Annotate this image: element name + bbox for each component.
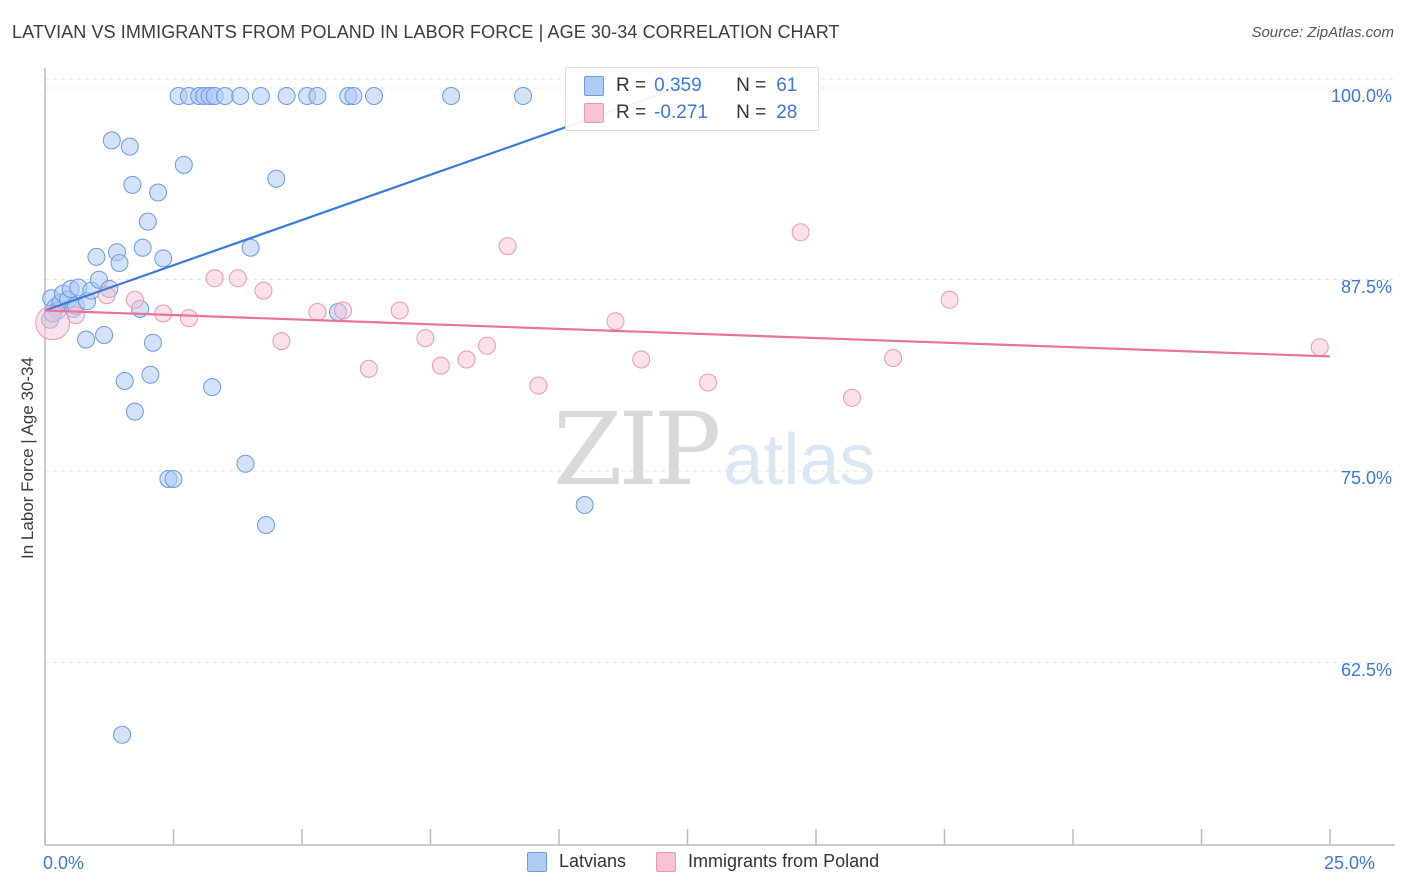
- poland-point: [606, 312, 625, 331]
- latvians-point: [123, 175, 142, 194]
- legend-r-label: R =: [616, 102, 647, 123]
- latvians-point: [203, 378, 222, 397]
- legend-n-value-poland: 28: [776, 102, 798, 123]
- poland-trend-line: [44, 309, 1331, 358]
- latvians-point: [174, 155, 193, 174]
- latvians-point: [344, 87, 363, 105]
- poland-point: [359, 359, 378, 378]
- legend-swatch-poland: [584, 103, 604, 123]
- poland-point: [791, 223, 810, 242]
- poland-point: [843, 388, 861, 407]
- latvians-point: [575, 496, 594, 514]
- legend-item-swatch-poland: [656, 851, 677, 872]
- latvians-point: [113, 725, 132, 744]
- poland-point: [529, 376, 548, 395]
- poland-point: [498, 237, 517, 256]
- latvians-point: [257, 516, 275, 534]
- poland-point: [390, 301, 409, 320]
- poland-point: [940, 290, 959, 309]
- y-tick-label-62-5: 62.5%: [1340, 660, 1392, 680]
- poland-point: [205, 269, 224, 288]
- latvians-point: [77, 330, 96, 349]
- watermark-atlas: atlas: [723, 420, 876, 500]
- poland-point: [125, 290, 144, 309]
- poland-point: [1310, 338, 1329, 357]
- y-tick-label-75: 75.0%: [1340, 468, 1392, 488]
- latvians-point: [143, 333, 162, 352]
- x-tick-label-min: 0.0%: [43, 853, 85, 873]
- legend-n-label: N =: [736, 102, 767, 123]
- poland-point: [334, 301, 353, 320]
- latvians-point: [120, 137, 139, 156]
- x-tick-label-max: 25.0%: [1324, 853, 1376, 873]
- legend-item-poland[interactable]: Immigrants from Poland: [656, 851, 879, 872]
- legend-item-latvians[interactable]: Latvians: [527, 851, 626, 872]
- latvians-point: [442, 87, 461, 105]
- poland-point: [35, 305, 71, 341]
- poland-point: [308, 303, 327, 321]
- poland-point: [457, 350, 476, 369]
- latvians-point: [241, 238, 260, 257]
- latvians-point: [141, 365, 160, 384]
- legend-r-value-latvians: 0.359: [654, 75, 702, 96]
- poland-point: [632, 350, 651, 369]
- source-label: Source: ZipAtlas.com: [1251, 24, 1394, 41]
- latvians-point: [164, 470, 183, 488]
- legend-item-label-latvians: Latvians: [559, 851, 627, 871]
- legend-r-label: R =: [616, 75, 647, 96]
- y-tick-label-100: 100.0%: [1330, 86, 1392, 106]
- legend-item-label-poland: Immigrants from Poland: [688, 851, 880, 871]
- latvians-point: [277, 87, 296, 105]
- poland-point: [179, 309, 198, 328]
- stats-legend: R = 0.359 N = 61 R = -0.271 N = 28: [565, 67, 819, 131]
- latvians-point: [95, 326, 114, 344]
- y-tick-label-87-5: 87.5%: [1340, 277, 1392, 297]
- y-axis-title: In Labor Force | Age 30-34: [18, 357, 37, 559]
- poland-point: [254, 281, 273, 300]
- legend-n-label: N =: [736, 75, 767, 96]
- poland-point: [66, 306, 85, 325]
- latvians-point: [236, 454, 255, 473]
- poland-point: [699, 373, 718, 392]
- latvians-point: [133, 238, 152, 257]
- latvians-point: [215, 87, 234, 105]
- poland-point: [884, 349, 903, 367]
- legend-r-value-poland: -0.271: [654, 102, 708, 123]
- legend-item-swatch-latvians: [527, 851, 547, 872]
- legend-swatch-latvians: [584, 76, 604, 96]
- latvians-point: [102, 131, 121, 150]
- latvians-point: [115, 372, 134, 390]
- poland-point: [416, 329, 435, 348]
- watermark-zip: ZIP: [553, 391, 721, 508]
- latvians-point: [514, 87, 532, 105]
- latvians-point: [110, 254, 129, 272]
- legend-n-value-latvians: 61: [776, 75, 798, 96]
- latvians-points: [41, 87, 594, 744]
- grid-lines: [45, 78, 1395, 663]
- poland-point: [478, 336, 496, 355]
- axes: [44, 68, 1395, 846]
- legend-row-latvians: R = 0.359 N = 61: [584, 73, 797, 99]
- chart-title: LATVIAN VS IMMIGRANTS FROM POLAND IN LAB…: [12, 22, 840, 42]
- latvians-point: [149, 183, 168, 202]
- series-legend: Latvians Immigrants from Poland: [527, 851, 909, 872]
- latvians-point: [267, 169, 286, 188]
- latvians-point: [365, 87, 383, 105]
- latvians-point: [87, 247, 106, 266]
- poland-point: [228, 269, 247, 288]
- poland-points: [35, 223, 1329, 407]
- latvians-point: [138, 212, 157, 231]
- latvians-point: [231, 87, 250, 105]
- latvians-point: [154, 249, 173, 268]
- poland-point: [272, 332, 291, 351]
- latvians-point: [125, 402, 144, 421]
- latvians-point: [308, 87, 327, 105]
- latvians-point: [251, 87, 270, 105]
- watermark: ZIPatlas: [553, 400, 875, 510]
- poland-point: [431, 356, 450, 375]
- legend-row-poland: R = -0.271 N = 28: [584, 100, 797, 126]
